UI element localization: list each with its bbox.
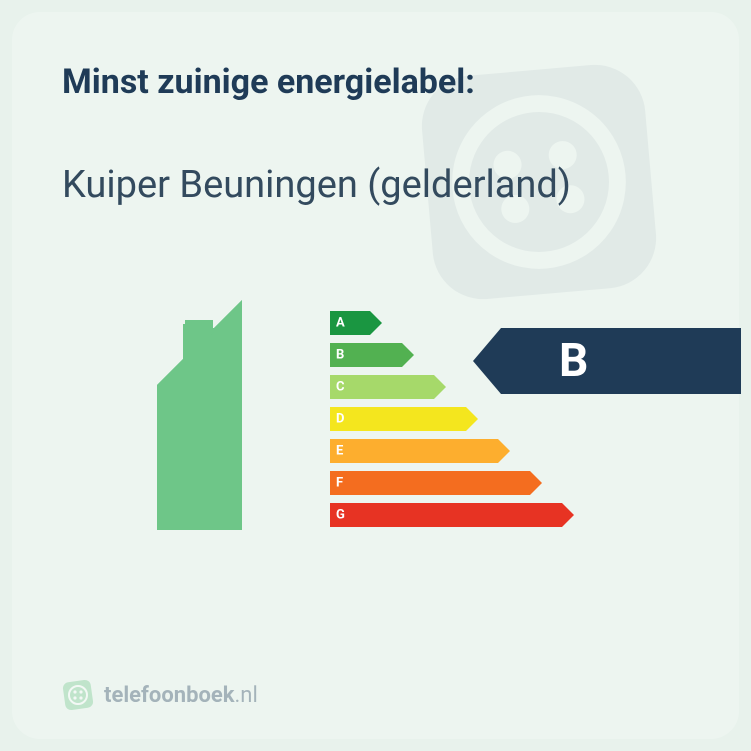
location-name: Kuiper Beuningen (gelderland) xyxy=(62,162,689,210)
bar-letter: B xyxy=(336,347,344,362)
bar-shape xyxy=(330,439,498,463)
rating-badge: B xyxy=(501,328,741,394)
bar-letter: F xyxy=(336,475,343,490)
phonebook-icon xyxy=(62,679,94,711)
rating-letter: B xyxy=(559,334,588,388)
bar-letter: G xyxy=(336,507,345,522)
bar-letter: C xyxy=(336,379,345,394)
energy-label-chart: A B C D E F G B xyxy=(62,280,689,560)
page-title: Minst zuinige energielabel: xyxy=(62,62,689,102)
bar-shape xyxy=(330,471,530,495)
bar-letter: D xyxy=(336,411,344,426)
energy-bar-g: G xyxy=(330,500,562,530)
bar-shape xyxy=(330,503,562,527)
house-icon-overlay xyxy=(157,300,327,530)
info-card: Minst zuinige energielabel: Kuiper Beuni… xyxy=(12,12,739,739)
energy-bar-e: E xyxy=(330,436,562,466)
energy-bar-f: F xyxy=(330,468,562,498)
bar-letter: E xyxy=(336,443,343,458)
bar-letter: A xyxy=(336,315,345,330)
energy-bar-d: D xyxy=(330,404,562,434)
bar-shape xyxy=(330,407,466,431)
brand-name-tld: .nl xyxy=(235,683,258,708)
footer-text: telefoonboek.nl xyxy=(104,683,258,708)
footer-brand: telefoonboek.nl xyxy=(62,679,258,711)
brand-name-bold: telefoonboek xyxy=(104,683,235,708)
bar-shape xyxy=(330,375,434,399)
